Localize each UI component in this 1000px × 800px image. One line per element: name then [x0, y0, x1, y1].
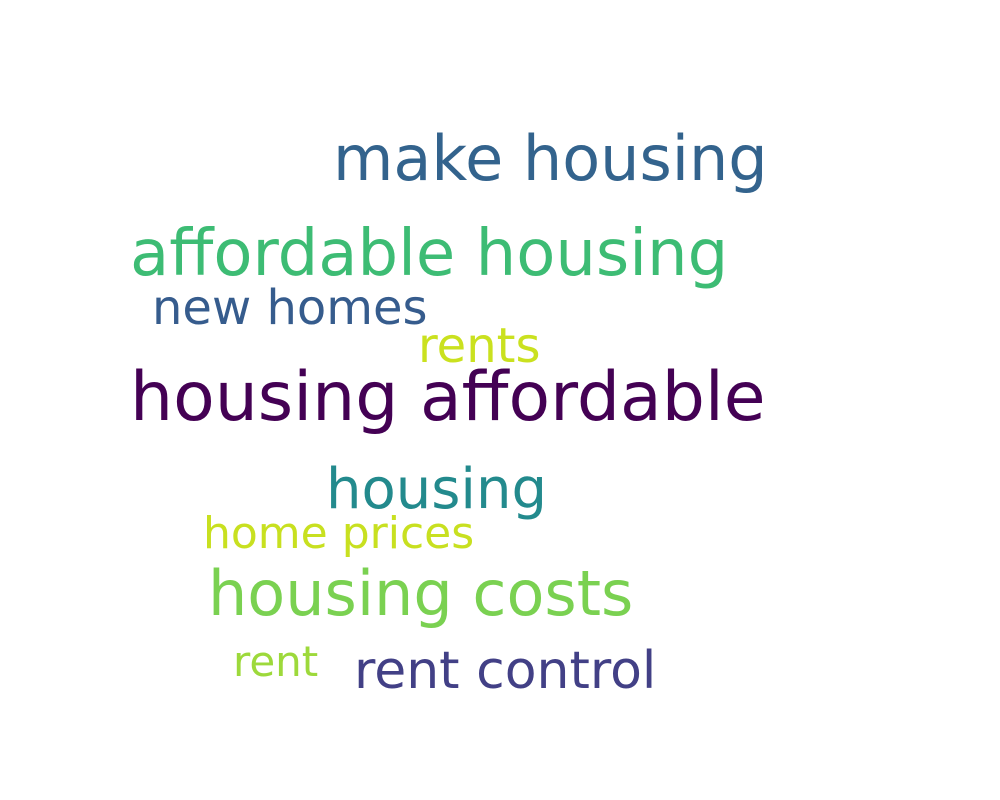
- word-home-prices: home prices: [203, 508, 475, 559]
- word-rent-control: rent control: [354, 641, 657, 701]
- word-affordable-housing: affordable housing: [130, 217, 729, 291]
- word-rent: rent: [233, 637, 319, 686]
- word-make-housing: make housing: [333, 122, 768, 195]
- word-housing: housing: [326, 457, 548, 522]
- word-rents: rents: [418, 318, 541, 374]
- word-housing-affordable: housing affordable: [130, 358, 766, 437]
- word-new-homes: new homes: [152, 280, 428, 336]
- word-housing-costs: housing costs: [208, 557, 634, 630]
